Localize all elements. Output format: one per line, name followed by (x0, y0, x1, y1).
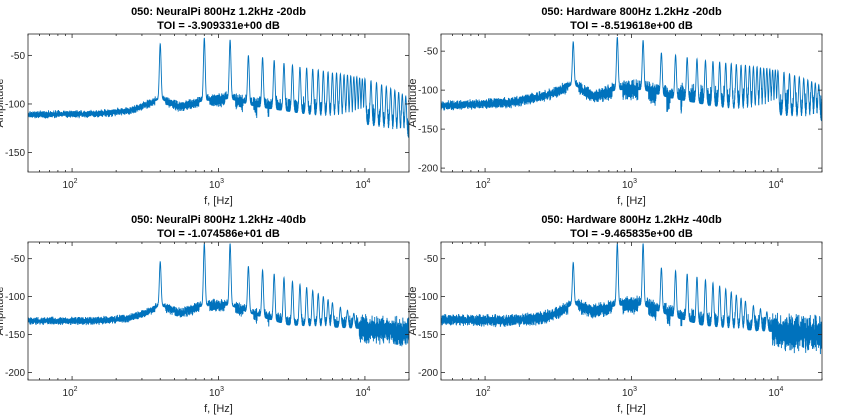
subplot-1: -50 -100 -150 102 103 104 050: NeuralPi 800Hz … (0, 6, 410, 207)
x-tick-label: 104 (768, 178, 783, 191)
y-tick-label: -200 (418, 164, 438, 175)
x-tick-label: 102 (63, 178, 78, 191)
y-tick-label: -50 (11, 254, 26, 265)
y-tick-label: -50 (424, 254, 439, 265)
x-tick-label: 102 (476, 178, 491, 191)
y-tick-label: -100 (5, 99, 25, 110)
y-tick-label: -100 (418, 292, 438, 303)
x-tick-label: 102 (63, 386, 78, 399)
spectrum-series-line (441, 37, 822, 122)
y-tick-label: -150 (5, 330, 25, 341)
y-tick-label: -200 (418, 368, 438, 379)
subplot-2: -50 -100 -150 -200 102 103 104 050: Hardware 80… (407, 6, 823, 207)
spectrum-series-line (441, 243, 822, 355)
x-tick-label: 104 (768, 386, 783, 399)
y-tick-label: -50 (424, 47, 439, 58)
x-axis-label: f, [Hz] (617, 403, 646, 415)
x-axis-label: f, [Hz] (204, 195, 233, 207)
axes-box (27, 241, 410, 381)
spectrum-series-line (28, 37, 409, 138)
y-axis-label: Amplitude (407, 79, 419, 128)
x-tick-label: 103 (209, 178, 224, 191)
x-axis-label: f, [Hz] (204, 403, 233, 415)
chart-title: 050: Hardware 800Hz 1.2kHz -20db (541, 6, 722, 18)
y-axis-label: Amplitude (407, 287, 419, 336)
chart-title: 050: Hardware 800Hz 1.2kHz -40db (541, 214, 722, 226)
y-tick-label: -50 (11, 51, 26, 62)
chart-subtitle: TOI = -9.465835e+00 dB (570, 228, 693, 240)
y-axis-label: Amplitude (0, 287, 6, 336)
x-tick-label: 103 (622, 178, 637, 191)
x-axis-label: f, [Hz] (617, 195, 646, 207)
x-tick-label: 104 (355, 178, 370, 191)
y-axis-label: Amplitude (0, 79, 6, 128)
subplot-4: -50 -100 -150 -200 102 103 104 050: Hardware 80… (407, 214, 823, 415)
chart-title: 050: NeuralPi 800Hz 1.2kHz -20db (131, 6, 306, 18)
x-tick-label: 104 (355, 386, 370, 399)
y-tick-label: -100 (5, 292, 25, 303)
chart-subtitle: TOI = -3.909331e+00 dB (157, 20, 280, 32)
chart-title: 050: NeuralPi 800Hz 1.2kHz -40db (131, 214, 306, 226)
y-tick-label: -200 (5, 368, 25, 379)
chart-subtitle: TOI = -1.074586e+01 dB (157, 228, 280, 240)
x-tick-label: 103 (622, 386, 637, 399)
y-tick-label: -150 (418, 330, 438, 341)
y-tick-label: -150 (5, 148, 25, 159)
x-tick-label: 103 (209, 386, 224, 399)
x-tick-label: 102 (476, 386, 491, 399)
subplot-3: -50 -100 -150 -200 102 103 104 050: NeuralPi 80… (0, 214, 410, 415)
chart-subtitle: TOI = -8.519618e+00 dB (570, 20, 693, 32)
y-tick-label: -100 (418, 86, 438, 97)
y-tick-label: -150 (418, 125, 438, 136)
spectrum-series-line (28, 243, 409, 347)
